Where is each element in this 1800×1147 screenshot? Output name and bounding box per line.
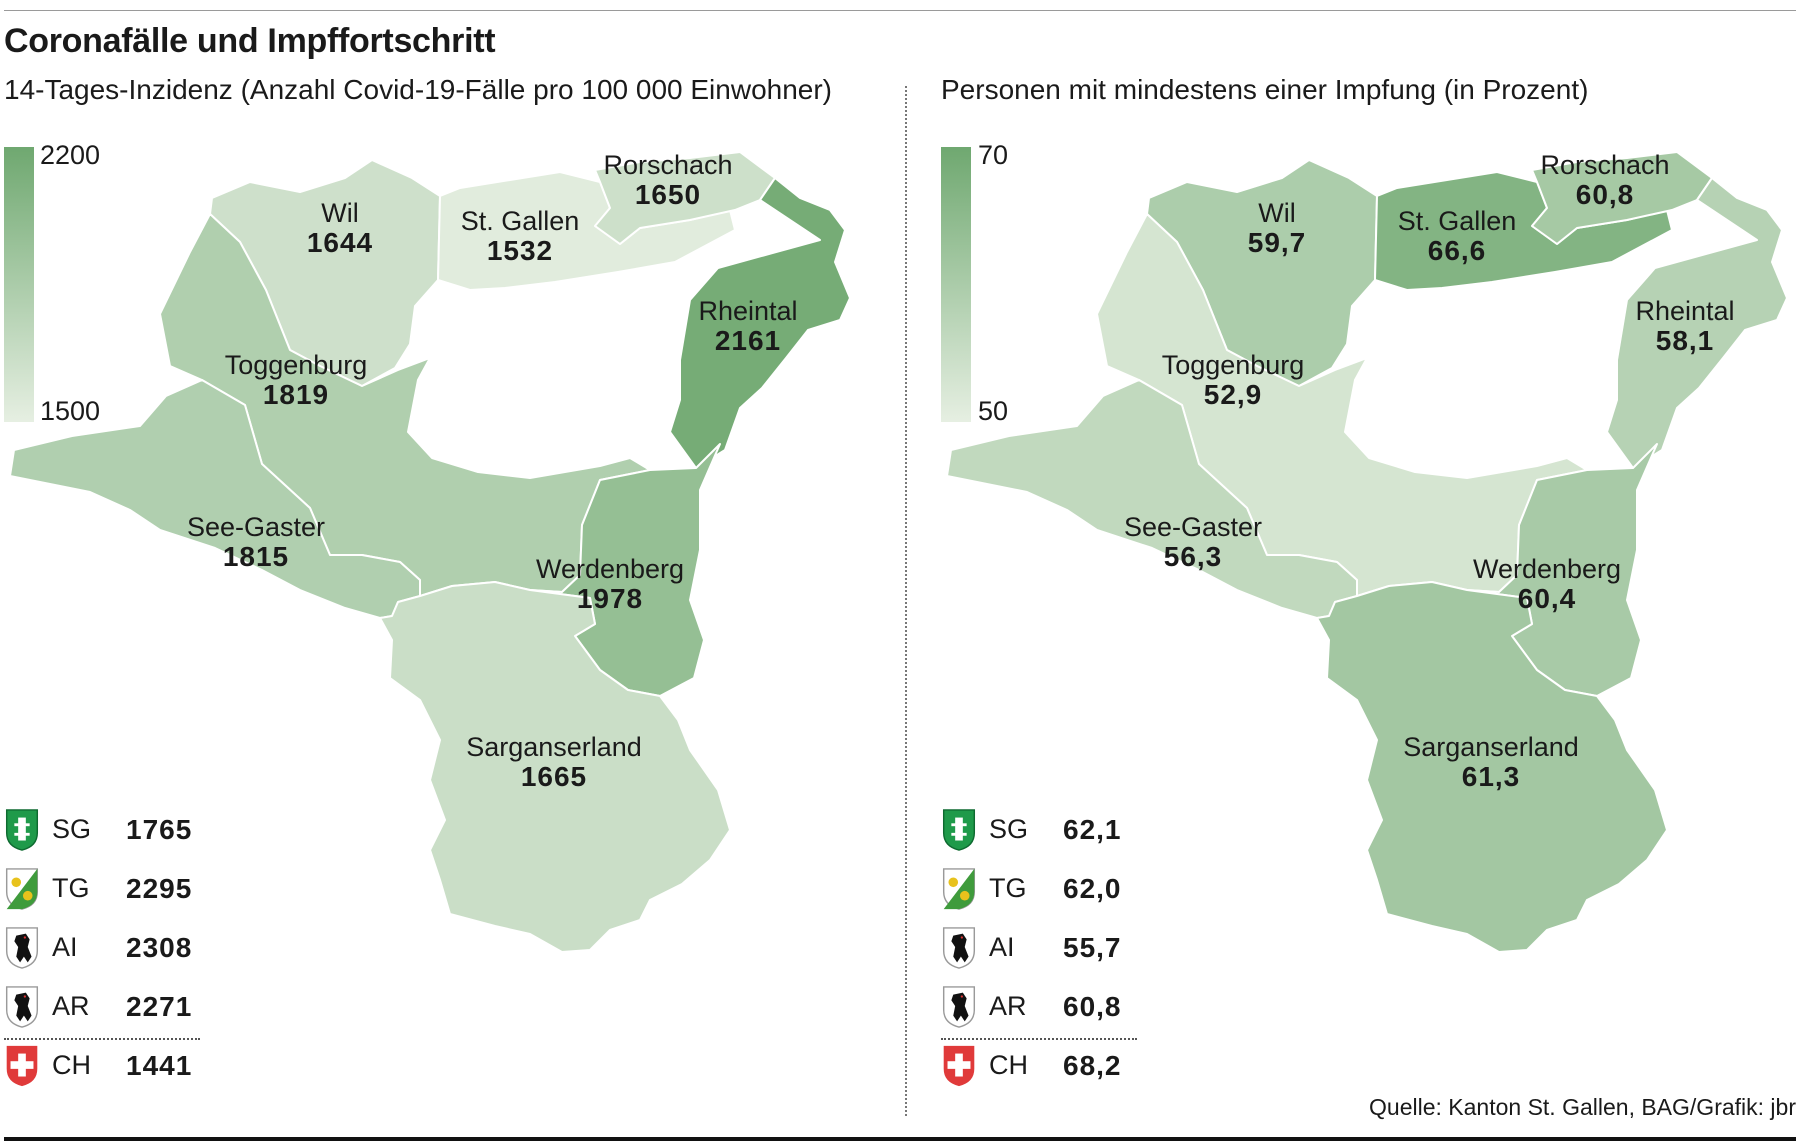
legend-code: AR — [52, 991, 90, 1021]
legend-row-ar: AR 2271 — [4, 983, 224, 1042]
ar-crest-icon — [942, 986, 976, 1028]
swiss-cross-icon — [6, 1045, 38, 1087]
region-label-rorschach: Rorschach — [1540, 150, 1669, 180]
legend-row-ai: AI 2308 — [4, 924, 224, 983]
region-label-werdenberg: Werdenberg — [536, 554, 684, 584]
legend-row-ch: CH 1441 — [4, 1042, 224, 1101]
region-label-rheintal: Rheintal — [698, 296, 797, 326]
region-see-gaster — [946, 379, 1358, 619]
legend-value: 62,1 — [1063, 814, 1122, 845]
legend-code: AI — [52, 932, 78, 962]
left-panel-subtitle: 14-Tages-Inzidenz (Anzahl Covid-19-Fälle… — [4, 74, 833, 105]
region-rorschach — [1531, 151, 1713, 245]
tg-crest-icon — [942, 868, 976, 910]
region-value-see-gaster: 56,3 — [1164, 541, 1223, 572]
legend-value: 2295 — [126, 873, 193, 904]
region-value-rorschach: 1650 — [635, 179, 701, 210]
legend-row-tg: TG 62,0 — [941, 865, 1161, 924]
region-value-see-gaster: 1815 — [223, 541, 289, 572]
region-value-rheintal: 2161 — [715, 325, 781, 356]
left-scale-max: 2200 — [40, 140, 101, 170]
region-sarganserland — [379, 581, 731, 953]
region-value-sarganserland: 61,3 — [1462, 761, 1521, 792]
legend-value: 1441 — [126, 1050, 193, 1081]
chart-title: Coronafälle und Impffortschritt — [4, 22, 496, 60]
legend-value: 62,0 — [1063, 873, 1122, 904]
tg-crest-icon — [5, 868, 39, 910]
legend-code: SG — [989, 814, 1029, 844]
ar-crest-icon — [5, 986, 39, 1028]
legend-separator — [941, 1038, 1137, 1040]
sg-crest-icon — [5, 809, 39, 851]
panel-divider — [905, 86, 907, 1116]
right-panel-subtitle: Personen mit mindestens einer Impfung (i… — [941, 74, 1589, 105]
source-note: Quelle: Kanton St. Gallen, BAG/Grafik: j… — [1369, 1094, 1796, 1120]
region-label-st-gallen: St. Gallen — [461, 206, 580, 236]
legend-value: 68,2 — [1063, 1050, 1122, 1081]
ai-crest-icon — [5, 927, 39, 969]
legend-code: CH — [52, 1050, 91, 1080]
legend-code: SG — [52, 814, 92, 844]
top-rule — [4, 10, 1796, 11]
region-value-st-gallen: 1532 — [487, 235, 553, 266]
region-value-wil: 1644 — [307, 227, 373, 258]
region-value-toggenburg: 1819 — [263, 379, 329, 410]
legend-separator — [4, 1038, 200, 1040]
region-label-rheintal: Rheintal — [1635, 296, 1734, 326]
legend-value: 60,8 — [1063, 991, 1122, 1022]
region-label-werdenberg: Werdenberg — [1473, 554, 1621, 584]
ai-crest-icon — [942, 927, 976, 969]
region-value-werdenberg: 60,4 — [1518, 583, 1577, 614]
legend-code: AR — [989, 991, 1027, 1021]
region-label-see-gaster: See-Gaster — [1124, 512, 1262, 542]
legend-code: TG — [52, 873, 90, 903]
legend-value: 1765 — [126, 814, 193, 845]
legend-value: 2271 — [126, 991, 193, 1022]
right-color-scale — [941, 147, 971, 422]
right-scale-max: 70 — [978, 140, 1009, 170]
left-canton-legend: SG 1765 TG 2295 AI 2308 AR 2271 CH 1441 — [4, 806, 224, 1101]
region-label-toggenburg: Toggenburg — [225, 350, 368, 380]
legend-row-tg: TG 2295 — [4, 865, 224, 924]
region-rorschach — [594, 151, 776, 245]
region-value-rheintal: 58,1 — [1656, 325, 1715, 356]
region-rheintal — [669, 177, 851, 469]
right-canton-legend: SG 62,1 TG 62,0 AI 55,7 AR 60,8 CH 68,2 — [941, 806, 1161, 1101]
region-label-rorschach: Rorschach — [603, 150, 732, 180]
region-see-gaster — [9, 379, 421, 619]
region-value-st-gallen: 66,6 — [1428, 235, 1487, 266]
legend-row-sg: SG 62,1 — [941, 806, 1161, 865]
region-label-st-gallen: St. Gallen — [1398, 206, 1517, 236]
legend-row-ar: AR 60,8 — [941, 983, 1161, 1042]
legend-row-ai: AI 55,7 — [941, 924, 1161, 983]
region-label-see-gaster: See-Gaster — [187, 512, 325, 542]
region-label-toggenburg: Toggenburg — [1162, 350, 1305, 380]
region-value-sarganserland: 1665 — [521, 761, 587, 792]
region-value-rorschach: 60,8 — [1576, 179, 1635, 210]
region-sarganserland — [1316, 581, 1668, 953]
bottom-rule — [4, 1137, 1796, 1141]
legend-code: TG — [989, 873, 1027, 903]
left-color-scale — [4, 147, 34, 422]
legend-code: AI — [989, 932, 1015, 962]
legend-row-sg: SG 1765 — [4, 806, 224, 865]
legend-value: 2308 — [126, 932, 193, 963]
region-label-sarganserland: Sarganserland — [466, 732, 642, 762]
region-value-toggenburg: 52,9 — [1204, 379, 1263, 410]
region-label-wil: Wil — [1258, 198, 1295, 228]
legend-row-ch: CH 68,2 — [941, 1042, 1161, 1101]
legend-code: CH — [989, 1050, 1028, 1080]
left-scale-min: 1500 — [40, 396, 101, 426]
region-value-wil: 59,7 — [1248, 227, 1307, 258]
region-value-werdenberg: 1978 — [577, 583, 643, 614]
sg-crest-icon — [942, 809, 976, 851]
region-label-wil: Wil — [321, 198, 358, 228]
region-rheintal — [1606, 177, 1788, 469]
swiss-cross-icon — [943, 1045, 975, 1087]
region-label-sarganserland: Sarganserland — [1403, 732, 1579, 762]
right-scale-min: 50 — [978, 396, 1009, 426]
legend-value: 55,7 — [1063, 932, 1122, 963]
